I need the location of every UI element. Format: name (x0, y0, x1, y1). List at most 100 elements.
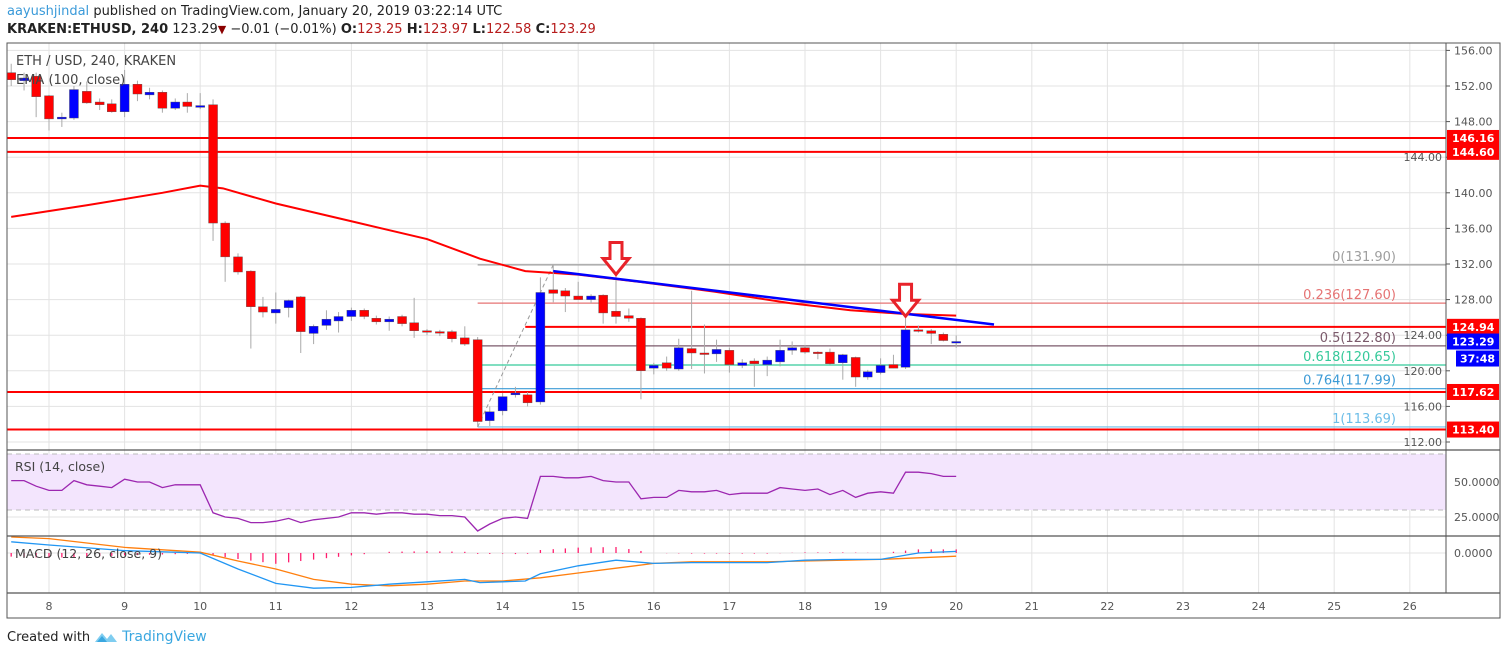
macd-line (11, 541, 957, 589)
date-tick-label: 9 (121, 600, 128, 613)
candle-up (787, 347, 797, 351)
candle-down (813, 351, 823, 354)
countdown-badge-text: 37:48 (1460, 353, 1495, 366)
price-tick-label: 112.00 (1404, 436, 1443, 449)
candle-up (69, 89, 79, 119)
candle-down (409, 322, 419, 331)
author-link[interactable]: aayushjindal (7, 4, 90, 19)
ema-100-line (11, 184, 957, 317)
date-tick-label: 14 (496, 600, 510, 613)
rsi-pane (7, 453, 1446, 532)
descending-trendline (553, 269, 995, 326)
fib-level-label: 0(131.90) (1332, 250, 1396, 265)
candle-down (699, 352, 710, 355)
down-arrow-icon (889, 282, 922, 319)
ema-line (11, 184, 957, 317)
price-tick-label: 120.00 (1404, 365, 1443, 378)
candle-up (19, 77, 29, 81)
rsi-line (11, 471, 957, 532)
horizontal-levels (7, 136, 1446, 431)
grid (7, 43, 1446, 593)
price-tick-label: 128.00 (1454, 294, 1493, 307)
candle-down (107, 103, 117, 113)
macd-signal-line (11, 536, 957, 587)
date-tick-label: 13 (420, 600, 434, 613)
candle-up (308, 326, 319, 334)
candle-down (94, 101, 105, 105)
ema-legend: EMA (100, close) (16, 73, 125, 88)
close-label: C: (535, 22, 551, 37)
date-tick-label: 12 (344, 600, 358, 613)
candle-down (182, 101, 193, 107)
published-text: published on TradingView.com, January 20… (93, 4, 503, 19)
candle-up (775, 350, 785, 363)
close-value: 123.29 (550, 22, 596, 37)
low-label: L: (472, 22, 486, 37)
created-with-text: Created with (7, 629, 91, 645)
date-tick-label: 26 (1403, 600, 1417, 613)
macd-legend: MACD (12, 26, close, 9) (15, 546, 162, 561)
level-price-badge-text: 144.60 (1452, 146, 1495, 159)
date-tick-label: 16 (647, 600, 661, 613)
candle-up (485, 411, 495, 421)
level-price-badge-text: 117.62 (1452, 386, 1494, 399)
candle-up (57, 116, 67, 120)
axes: 156.00 152.00 148.00 144.00 140.00 136.00 132.… (46, 44, 1500, 613)
fib-level-label: 0.236(127.60) (1303, 288, 1396, 303)
candle-down (624, 315, 634, 319)
fib-level-label: 0.618(120.65) (1303, 350, 1396, 365)
symbol: KRAKEN:ETHUSD, 240 (7, 22, 169, 37)
last-price-badge (1447, 333, 1499, 350)
candle-down (560, 290, 571, 297)
candle-up (762, 359, 772, 365)
rsi-tick-label: 50.0000 (1454, 476, 1500, 489)
candle-down (44, 95, 54, 120)
candle-down (938, 334, 949, 341)
candle-up (838, 354, 848, 363)
tradingview-brand[interactable]: TradingView (122, 629, 207, 645)
annotations[interactable] (553, 240, 995, 326)
date-tick-label: 25 (1327, 600, 1341, 613)
candle-down (888, 364, 899, 369)
price-tick-label: 156.00 (1454, 44, 1493, 57)
date-tick-label: 8 (46, 600, 53, 613)
symbol-info: KRAKEN:ETHUSD, 240 123.29▼ −0.01 (−0.01%… (7, 22, 596, 37)
candle-down (258, 306, 268, 313)
candle-up (283, 300, 294, 308)
candle-up (711, 349, 722, 355)
candle-down (397, 316, 407, 324)
candle-up (649, 365, 659, 369)
candle-down (850, 357, 861, 378)
candle-down (926, 330, 936, 334)
last-price-badge-text: 123.29 (1452, 336, 1494, 349)
candle-down (208, 104, 218, 224)
date-tick-label: 10 (193, 600, 207, 613)
outer-frame (6, 42, 1501, 619)
candle-up (586, 295, 596, 300)
date-tick-label: 20 (949, 600, 963, 613)
publish-info: aayushjindal published on TradingView.co… (7, 4, 502, 19)
level-price-badge (1447, 318, 1499, 335)
price-change: −0.01 (−0.01%) (230, 22, 337, 37)
date-tick-label: 11 (269, 600, 283, 613)
high-label: H: (406, 22, 423, 37)
candle-down (913, 329, 924, 332)
candle-down (522, 394, 533, 404)
candle-down (636, 318, 646, 372)
date-tick-label: 24 (1252, 600, 1266, 613)
candle-up (333, 316, 344, 322)
date-tick-label: 19 (874, 600, 888, 613)
candle-up (900, 329, 911, 368)
candle-up (346, 310, 357, 317)
candle-up (321, 318, 332, 326)
rsi-tick-label: 25.0000 (1454, 511, 1500, 524)
fibonacci-retracement[interactable]: 0(131.90) 0.236(127.60) 0.5(122.80) 0.618(1… (477, 250, 1446, 428)
price-tick-label: 136.00 (1454, 222, 1493, 235)
price-tick-label: 124.00 (1404, 329, 1443, 342)
candle-up (674, 347, 684, 370)
candle-down (686, 348, 697, 354)
last-price: 123.29 (172, 22, 218, 37)
chart-title: ETH / USD, 240, KRAKEN (16, 54, 176, 69)
candle-up (863, 371, 873, 378)
